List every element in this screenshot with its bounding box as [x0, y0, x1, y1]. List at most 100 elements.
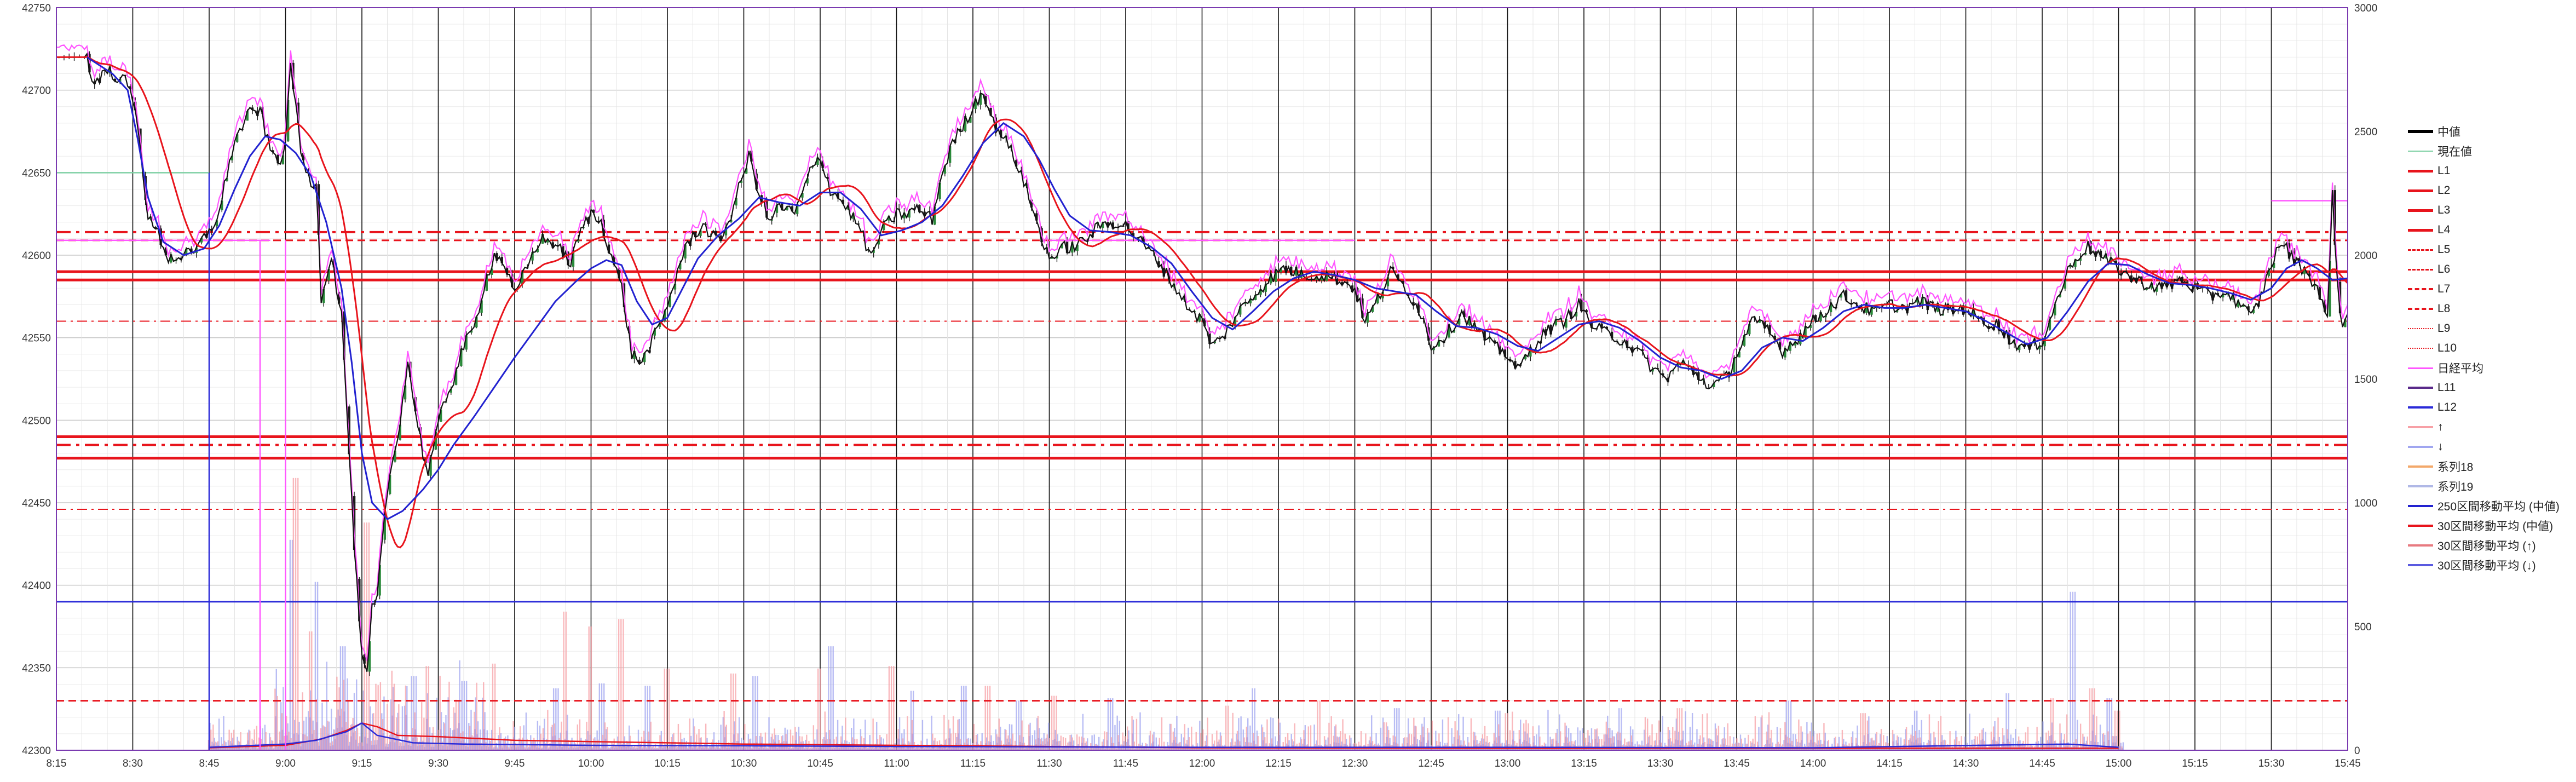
legend-label: 現在値	[2437, 146, 2472, 158]
volume-overlap-bar	[1399, 749, 1402, 750]
volume-overlap-bar	[1681, 739, 1684, 750]
volume-overlap-bar	[1427, 740, 1429, 750]
volume-overlap-bar	[1539, 749, 1541, 750]
volume-down-bar	[713, 732, 715, 750]
volume-down-bar	[316, 582, 319, 750]
volume-up-bar	[1482, 734, 1484, 750]
volume-down-bar	[1689, 727, 1691, 750]
volume-up-bar	[1564, 722, 1566, 750]
volume-down-bar	[331, 709, 332, 750]
volume-up-bar	[230, 732, 233, 750]
candle-body	[1076, 244, 1079, 251]
legend-swatch	[2408, 426, 2433, 428]
volume-overlap-bar	[1935, 748, 1938, 750]
volume-overlap-bar	[710, 748, 712, 750]
volume-overlap-bar	[813, 744, 815, 750]
y-left-tick-label: 42600	[22, 250, 51, 262]
volume-down-bar	[1685, 711, 1686, 750]
x-tick-label: 11:45	[1113, 758, 1138, 769]
candle-body	[872, 250, 875, 253]
volume-up-bar	[366, 522, 367, 750]
x-tick-label: 14:45	[2029, 758, 2055, 769]
volume-overlap-bar	[277, 746, 279, 750]
volume-down-bar	[931, 715, 932, 750]
y-right-tick-label: 2500	[2354, 127, 2377, 138]
volume-up-bar	[812, 725, 815, 750]
legend-item: ↑	[2408, 417, 2572, 437]
volume-down-bar	[2074, 591, 2076, 750]
volume-down-bar	[743, 739, 745, 750]
volume-overlap-bar	[891, 749, 893, 750]
volume-overlap-bar	[517, 746, 520, 750]
volume-down-bar	[1153, 732, 1155, 750]
volume-down-bar	[1806, 722, 1808, 750]
volume-overlap-bar	[1761, 749, 1764, 750]
volume-up-bar	[2064, 734, 2066, 750]
volume-up-bar	[1358, 741, 1360, 750]
volume-overlap-bar	[625, 747, 627, 750]
volume-down-bar	[269, 733, 270, 750]
volume-down-bar	[1149, 735, 1150, 750]
volume-down-bar	[2099, 725, 2101, 750]
candle-body	[129, 86, 132, 89]
legend-item: 30区間移動平均 (中値)	[2408, 516, 2572, 536]
candle-body	[454, 369, 458, 385]
candle-body	[1341, 282, 1344, 286]
volume-overlap-bar	[964, 746, 966, 750]
volume-overlap-bar	[676, 748, 678, 750]
volume-overlap-bar	[912, 733, 914, 750]
volume-down-bar	[280, 702, 282, 750]
volume-up-bar	[744, 724, 746, 750]
volume-overlap-bar	[417, 746, 419, 750]
volume-overlap-bar	[1413, 737, 1415, 750]
candle-body	[388, 475, 391, 494]
candle-body	[363, 654, 366, 664]
volume-up-bar	[242, 746, 244, 750]
volume-overlap-bar	[2082, 743, 2084, 750]
volume-down-bar	[275, 669, 277, 750]
volume-up-bar	[673, 733, 675, 750]
volume-overlap-bar	[1832, 749, 1835, 750]
candle-body	[1641, 349, 1644, 351]
volume-up-bar	[872, 718, 874, 750]
volume-down-bar	[1011, 724, 1013, 750]
volume-down-bar	[1261, 725, 1263, 750]
candle-body	[1997, 319, 2001, 331]
volume-overlap-bar	[1608, 738, 1610, 750]
legend-label: 30区間移動平均 (中値)	[2437, 520, 2554, 533]
volume-up-bar	[1706, 713, 1708, 750]
volume-up-bar	[1725, 738, 1726, 750]
candle-body	[1865, 302, 1868, 313]
volume-overlap-bar	[618, 746, 620, 750]
volume-overlap-bar	[1356, 748, 1358, 750]
volume-up-bar	[1342, 719, 1344, 750]
volume-up-bar	[774, 728, 775, 750]
candle-body	[1437, 340, 1440, 347]
volume-overlap-bar	[753, 746, 756, 750]
volume-up-bar	[590, 626, 592, 750]
volume-up-bar	[2116, 710, 2118, 750]
volume-down-bar	[486, 730, 488, 750]
volume-overlap-bar	[348, 745, 350, 750]
candle-body	[1610, 331, 1613, 338]
volume-down-bar	[1549, 737, 1551, 750]
volume-overlap-bar	[1674, 739, 1676, 750]
volume-down-bar	[1973, 739, 1975, 750]
candle-body	[1107, 222, 1109, 228]
candle-body	[460, 348, 463, 366]
volume-down-bar	[347, 678, 348, 750]
volume-overlap-bar	[1422, 737, 1425, 750]
volume-down-bar	[264, 725, 266, 750]
candle-body	[286, 100, 290, 142]
volume-up-bar	[946, 738, 947, 750]
volume-up-bar	[1005, 729, 1007, 750]
volume-down-bar	[1918, 729, 1920, 750]
volume-overlap-bar	[1950, 749, 1952, 750]
volume-up-bar	[950, 733, 952, 750]
volume-up-bar	[2022, 740, 2024, 750]
volume-up-bar	[689, 718, 691, 750]
volume-overlap-bar	[634, 749, 636, 750]
volume-down-bar	[2006, 693, 2007, 750]
x-tick-label: 13:45	[1724, 758, 1750, 769]
